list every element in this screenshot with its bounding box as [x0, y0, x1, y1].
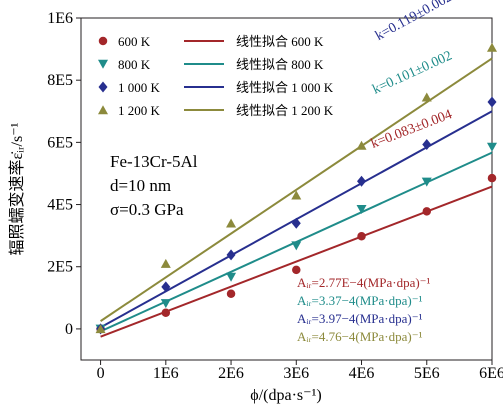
- y-tick-label: 1E6: [47, 10, 73, 27]
- y-tick-label: 8E5: [47, 72, 73, 89]
- legend-marker-icon-1: [98, 59, 108, 69]
- x-tick-label: 6E6: [479, 365, 503, 382]
- x-tick-label: 4E6: [349, 365, 375, 382]
- coefficient-label-1: Aᵢᵣ=3.37−4(MPa·dpa)⁻¹: [297, 293, 423, 308]
- legend-label-600k: 600 K: [118, 34, 151, 49]
- data-points: [95, 42, 497, 335]
- x-tick-label: 3E6: [283, 365, 309, 382]
- coefficient-label-3: Aᵢᵣ=4.76−4(MPa·dpa)⁻¹: [297, 329, 423, 344]
- legend-label-800k: 800 K: [118, 57, 151, 72]
- legend-marker-icon-3: [98, 105, 108, 115]
- axis-ticks: 0 1E6 2E6 3E6 4E6 5E6 6E6 0 2E5 4E5 6E5 8E5 1E6: [47, 10, 503, 382]
- data-point-0-2: [226, 289, 236, 299]
- data-point-3-3: [291, 190, 302, 200]
- slope-label-2: k=0.119±0.002: [373, 0, 455, 44]
- data-point-0-6: [487, 173, 497, 183]
- slope-annotations: k=0.083±0.004k=0.101±0.002k=0.119±0.002k…: [297, 0, 455, 344]
- data-point-2-3: [291, 217, 301, 229]
- legend-label-1000k: 1 000 K: [118, 80, 161, 95]
- y-tick-label: 2E5: [47, 259, 73, 276]
- info-material: Fe-13Cr-5Al: [110, 152, 198, 171]
- data-point-3-0: [95, 324, 106, 334]
- x-tick-label: 5E6: [414, 365, 440, 382]
- data-point-0-3: [292, 265, 301, 275]
- data-point-2-6: [487, 96, 497, 108]
- data-point-1-4: [356, 204, 367, 214]
- y-tick-label: 6E5: [47, 134, 73, 151]
- legend-fit-600k: 线性拟合 600 K: [236, 34, 324, 49]
- data-point-1-1: [160, 299, 171, 309]
- legend-marker-icon-0: [98, 36, 108, 46]
- y-tick-label: 0: [65, 321, 73, 338]
- x-tick-label: 2E6: [218, 365, 244, 382]
- data-point-2-4: [357, 175, 367, 187]
- data-point-2-1: [161, 281, 171, 293]
- data-point-3-5: [421, 92, 432, 102]
- data-point-0-4: [357, 232, 366, 241]
- plot-frame: [80, 17, 493, 361]
- legend-label-1200k: 1 200 K: [118, 103, 161, 118]
- data-point-3-6: [487, 42, 497, 52]
- fit-line-3: [100, 57, 493, 322]
- data-point-0-1: [161, 308, 171, 317]
- legend-fit-1200k: 线性拟合 1 200 K: [236, 103, 334, 118]
- x-axis-label: ϕ/(dpa·s⁻¹): [250, 387, 321, 404]
- info-grain-size: d=10 nm: [110, 176, 171, 195]
- legend-fit-800k: 线性拟合 800 K: [236, 57, 324, 72]
- data-point-3-4: [356, 140, 367, 150]
- legend: 600 K 800 K 1 000 K 1 200 K 线性拟合 600 K 线…: [98, 34, 334, 118]
- data-point-2-2: [226, 249, 236, 261]
- legend-marker-icons: [98, 36, 108, 115]
- slope-label-0: k=0.083±0.004: [369, 107, 454, 152]
- data-point-2-5: [422, 139, 432, 151]
- legend-line-icons: [184, 40, 224, 111]
- info-stress: σ=0.3 GPa: [110, 200, 184, 219]
- condition-info: Fe-13Cr-5Al d=10 nm σ=0.3 GPa: [110, 152, 198, 219]
- legend-fit-1000k: 线性拟合 1 000 K: [236, 80, 334, 95]
- x-tick-label: 1E6: [153, 365, 179, 382]
- data-point-0-5: [422, 207, 432, 216]
- data-point-1-3: [291, 241, 302, 251]
- data-point-1-5: [421, 177, 432, 187]
- y-tick-label: 4E5: [47, 197, 73, 214]
- data-point-3-2: [226, 218, 237, 228]
- legend-marker-icon-2: [98, 81, 108, 93]
- coefficient-label-2: Aᵢᵣ=3.97−4(MPa·dpa)⁻¹: [297, 311, 423, 326]
- data-point-1-6: [487, 142, 497, 152]
- data-point-3-1: [160, 258, 171, 268]
- coefficient-label-0: Aᵢᵣ=2.77E−4(MPa·dpa)⁻¹: [297, 275, 431, 290]
- y-axis-label: 辐照蠕变速率ε̇ᵢᵣ/s⁻¹: [8, 122, 26, 255]
- slope-label-1: k=0.101±0.002: [370, 48, 454, 97]
- data-point-1-2: [226, 272, 237, 282]
- x-tick-label: 0: [97, 365, 105, 382]
